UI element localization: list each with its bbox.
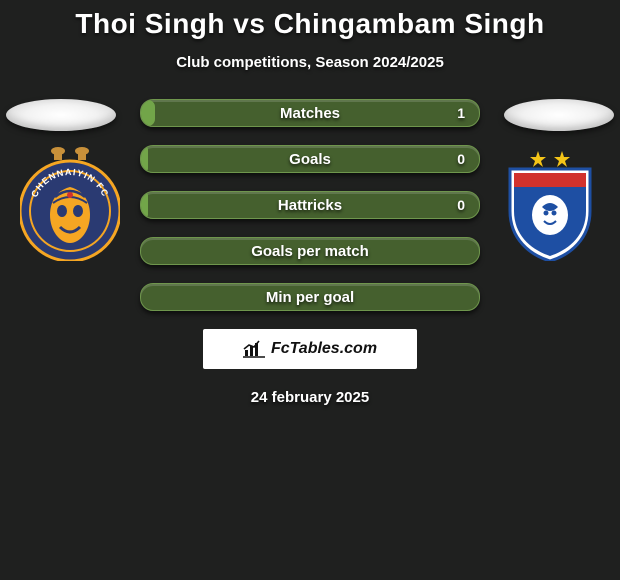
stat-bar-value-right: 0: [457, 146, 465, 172]
stat-bar: Goals per match: [140, 237, 480, 265]
club-badge-right: [500, 145, 600, 261]
player-right-avatar-slot: [504, 99, 614, 131]
player-left-avatar-slot: [6, 99, 116, 131]
stat-bar-label: Hattricks: [141, 192, 479, 218]
club-badge-left: CHENNAIYIN FC: [20, 145, 120, 261]
stat-bar: Min per goal: [140, 283, 480, 311]
watermark-text: FcTables.com: [271, 340, 377, 358]
comparison-stage: CHENNAIYIN FC: [0, 99, 620, 406]
stat-bar: Matches1: [140, 99, 480, 127]
stat-bar-label: Goals: [141, 146, 479, 172]
stat-bars: Matches1Goals0Hattricks0Goals per matchM…: [140, 99, 480, 311]
stat-bar: Hattricks0: [140, 191, 480, 219]
chart-icon: [243, 340, 265, 358]
stat-bar-value-right: 0: [457, 192, 465, 218]
page-subtitle: Club competitions, Season 2024/2025: [0, 54, 620, 71]
page-title: Thoi Singh vs Chingambam Singh: [0, 0, 620, 40]
stat-bar-label: Min per goal: [141, 284, 479, 310]
watermark: FcTables.com: [203, 329, 417, 369]
stat-bar-label: Matches: [141, 100, 479, 126]
stat-bar-value-right: 1: [457, 100, 465, 126]
stat-bar: Goals0: [140, 145, 480, 173]
stat-bar-label: Goals per match: [141, 238, 479, 264]
footer-date: 24 february 2025: [0, 389, 620, 406]
